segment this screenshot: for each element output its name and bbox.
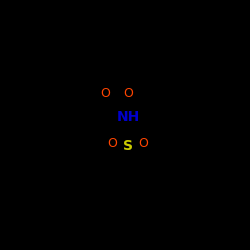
Text: S: S [123, 138, 133, 152]
Text: O: O [100, 87, 110, 100]
Text: O: O [123, 87, 133, 100]
Text: NH: NH [116, 110, 140, 124]
Text: O: O [139, 137, 148, 150]
Text: O: O [108, 137, 118, 150]
